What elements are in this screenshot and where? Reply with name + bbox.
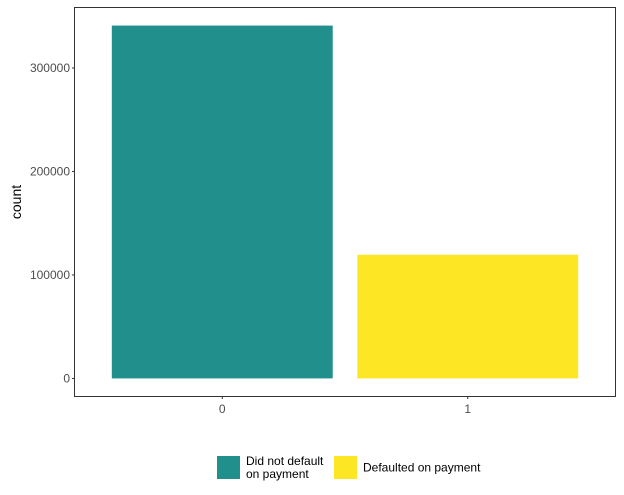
y-axis: 0 100000 200000 300000 bbox=[30, 61, 75, 385]
legend-label: Did not default on payment bbox=[246, 454, 324, 481]
x-tick-label: 1 bbox=[464, 402, 471, 416]
legend-label: Defaulted on payment bbox=[363, 461, 481, 475]
bar-1 bbox=[357, 254, 579, 379]
plot-panel-border bbox=[74, 7, 616, 397]
x-tick-label: 0 bbox=[219, 402, 226, 416]
y-tick-label: 300000 bbox=[30, 61, 70, 75]
bar-0 bbox=[111, 25, 333, 379]
y-tick-label: 100000 bbox=[30, 268, 70, 282]
legend: Did not default on payment Defaulted on pa… bbox=[217, 454, 481, 481]
legend-key bbox=[217, 456, 240, 479]
legend-key bbox=[334, 456, 357, 479]
bars-group bbox=[111, 25, 579, 379]
y-axis-title: count bbox=[8, 185, 24, 219]
y-tick-label: 0 bbox=[63, 371, 70, 385]
y-tick-label: 200000 bbox=[30, 164, 70, 178]
